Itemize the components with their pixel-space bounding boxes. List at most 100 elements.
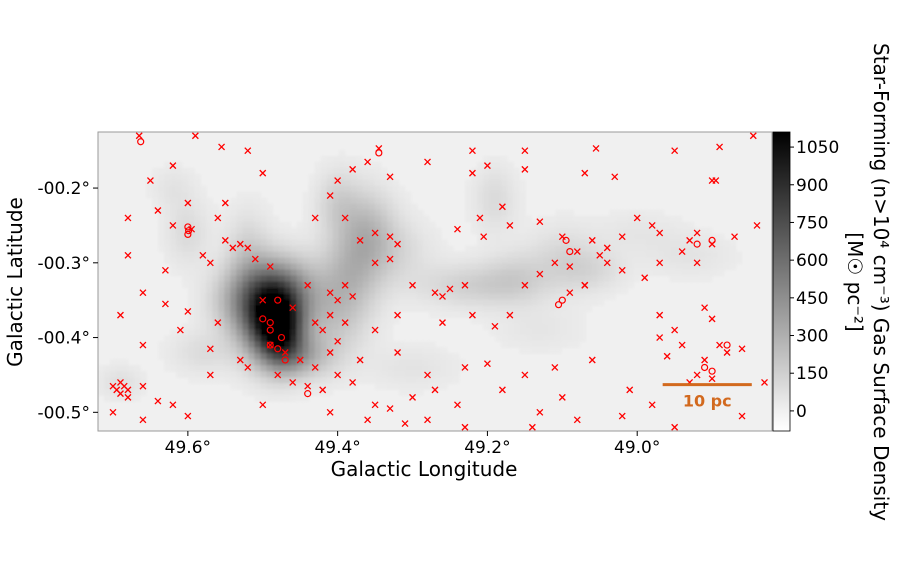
heatmap-cell bbox=[272, 293, 280, 301]
x-marker bbox=[506, 311, 514, 319]
heatmap-cell bbox=[639, 269, 647, 277]
heatmap-cell bbox=[573, 227, 581, 235]
heatmap-cell bbox=[507, 179, 514, 187]
heatmap-cell bbox=[350, 239, 358, 247]
heatmap-cell bbox=[326, 305, 334, 312]
heatmap-cell bbox=[489, 185, 496, 193]
heatmap-cell bbox=[398, 245, 406, 253]
heatmap-cell bbox=[398, 209, 406, 217]
heatmap-cell bbox=[465, 215, 472, 223]
heatmap-cell bbox=[471, 197, 478, 205]
heatmap-cell bbox=[531, 347, 538, 354]
heatmap-cell bbox=[338, 197, 346, 205]
heatmap-cell bbox=[356, 365, 364, 372]
x-marker bbox=[139, 382, 147, 390]
heatmap-cell bbox=[705, 251, 713, 259]
heatmap-cell bbox=[687, 263, 695, 271]
heatmap-cell bbox=[326, 221, 334, 229]
heatmap-cell bbox=[657, 251, 665, 259]
heatmap-cell bbox=[170, 179, 177, 187]
heatmap-cell bbox=[591, 299, 599, 307]
heatmap-cell bbox=[651, 209, 659, 217]
heatmap-cell bbox=[218, 281, 225, 289]
heatmap-cell bbox=[555, 347, 562, 354]
x-marker bbox=[244, 364, 252, 371]
heatmap-cell bbox=[422, 221, 430, 229]
x-marker bbox=[259, 401, 267, 409]
heatmap-cell bbox=[338, 149, 346, 157]
heatmap-cell bbox=[380, 293, 388, 301]
markers bbox=[109, 132, 768, 431]
heatmap-cell bbox=[435, 263, 442, 271]
heatmap-cell bbox=[284, 389, 292, 396]
heatmap-cell bbox=[573, 323, 581, 330]
heatmap-cell bbox=[489, 287, 496, 295]
heatmap-cell bbox=[218, 245, 225, 253]
x-marker bbox=[738, 412, 746, 420]
heatmap-cell bbox=[489, 221, 496, 229]
heatmap-cell bbox=[495, 287, 502, 295]
heatmap-cell bbox=[435, 257, 442, 265]
heatmap-cell bbox=[278, 251, 286, 259]
heatmap-cell bbox=[513, 281, 520, 289]
heatmap-cell bbox=[495, 161, 502, 169]
heatmap-cell bbox=[236, 335, 244, 342]
x-marker bbox=[536, 270, 544, 278]
heatmap-cell bbox=[218, 221, 225, 229]
heatmap-cell bbox=[248, 347, 256, 354]
heatmap-cell bbox=[392, 275, 400, 283]
heatmap-cell bbox=[471, 275, 478, 283]
heatmap-cell bbox=[278, 221, 286, 229]
heatmap-cell bbox=[302, 281, 310, 289]
heatmap-cell bbox=[609, 215, 617, 223]
heatmap-cell bbox=[350, 323, 358, 330]
heatmap-cell bbox=[308, 281, 316, 289]
heatmap-cell bbox=[501, 245, 508, 253]
heatmap-cell bbox=[368, 233, 376, 241]
heatmap-cell bbox=[362, 281, 370, 289]
heatmap-cell bbox=[386, 293, 394, 301]
heatmap-cell bbox=[621, 287, 629, 295]
heatmap-cell bbox=[404, 353, 412, 360]
heatmap-cell bbox=[453, 263, 460, 271]
x-marker bbox=[648, 221, 656, 229]
heatmap-cell bbox=[344, 227, 352, 235]
heatmap-cell bbox=[266, 215, 274, 223]
heatmap-cell bbox=[332, 281, 340, 289]
heatmap-cell bbox=[567, 341, 575, 348]
heatmap-cell bbox=[398, 371, 406, 378]
heatmap-cell bbox=[266, 365, 274, 372]
heatmap-cell bbox=[428, 371, 436, 378]
heatmap-cell bbox=[519, 317, 526, 324]
heatmap-cell bbox=[290, 359, 298, 366]
heatmap-cell bbox=[657, 239, 665, 247]
heatmap-cell bbox=[242, 389, 250, 396]
heatmap-cell bbox=[392, 371, 400, 378]
heatmap-cell bbox=[290, 275, 298, 283]
heatmap-cell bbox=[585, 281, 593, 289]
heatmap-cell bbox=[404, 257, 412, 265]
heatmap-cell bbox=[332, 383, 340, 390]
heatmap-cell bbox=[362, 377, 370, 384]
heatmap-cell bbox=[332, 377, 340, 384]
heatmap-cell bbox=[693, 257, 701, 265]
heatmap-cell bbox=[573, 263, 581, 271]
heatmap-cell bbox=[579, 287, 587, 295]
heatmap-cell bbox=[176, 365, 183, 372]
heatmap-cell bbox=[699, 239, 707, 247]
heatmap-cell bbox=[308, 203, 316, 211]
heatmap-cell bbox=[705, 245, 713, 253]
heatmap-cell bbox=[368, 167, 376, 175]
heatmap-cell bbox=[134, 383, 141, 390]
heatmap-cell bbox=[248, 239, 256, 247]
heatmap-cell bbox=[212, 335, 219, 342]
heatmap-cell bbox=[435, 365, 442, 372]
heatmap-cell bbox=[314, 239, 322, 247]
heatmap-cell bbox=[555, 263, 562, 271]
heatmap-cell bbox=[152, 179, 159, 187]
heatmap-cell bbox=[531, 245, 538, 253]
x-marker bbox=[334, 177, 342, 185]
heatmap-cell bbox=[236, 281, 244, 289]
heatmap-cell bbox=[260, 275, 268, 283]
heatmap-cell bbox=[314, 269, 322, 277]
